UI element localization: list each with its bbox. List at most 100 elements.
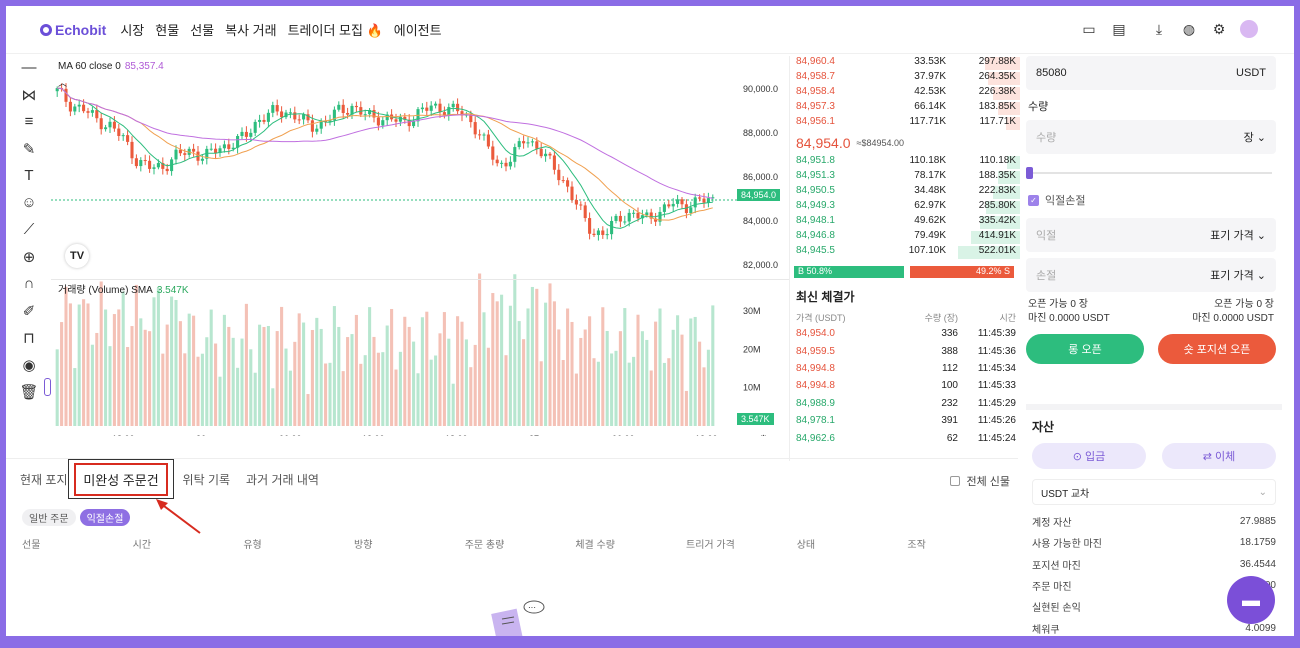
- qty-input[interactable]: 수량 장 ⌄: [1026, 120, 1276, 154]
- trash-icon[interactable]: 🗑: [19, 383, 39, 401]
- volume-bar: [231, 337, 235, 426]
- volume-indicator-label[interactable]: 거래량 (Volume) SMA 3.547K: [58, 281, 189, 296]
- bid-row[interactable]: 84,949.3 62.97K 285.80K: [794, 200, 1020, 215]
- line-tool-icon[interactable]: ―: [21, 59, 37, 76]
- chat-support-button[interactable]: ▬: [1227, 576, 1275, 624]
- zoom-in-icon[interactable]: ⊕: [22, 248, 36, 266]
- volume-tick-label: 30M: [743, 306, 761, 316]
- bid-row[interactable]: 84,948.1 49.62K 335.42K: [794, 215, 1020, 230]
- magnet-icon[interactable]: ∩: [23, 275, 35, 292]
- tp-placeholder: 익절: [1036, 230, 1057, 242]
- depth-bar: [985, 57, 1020, 70]
- candle-body: [513, 147, 517, 162]
- candle-body: [82, 104, 86, 112]
- col-contract: 선물: [22, 540, 41, 551]
- chart-canvas[interactable]: 90,000.0 88,000.0 86,000.0 84,000.0 82,000.0…: [51, 56, 789, 445]
- menu-item-agent[interactable]: 에이전트: [393, 23, 442, 38]
- pane-divider[interactable]: [51, 279, 789, 280]
- text-tool-icon[interactable]: T: [24, 167, 34, 184]
- menu-item-copy-trading[interactable]: 복사 거래: [225, 23, 277, 38]
- bid-total: 188.35K: [978, 170, 1016, 181]
- download-icon[interactable]: ⤓: [1155, 20, 1163, 37]
- bid-row[interactable]: 84,946.8 79.49K 414.91K: [794, 230, 1020, 245]
- candle-body: [535, 141, 539, 149]
- ask-price: 84,956.1: [796, 116, 835, 127]
- bid-total: 522.01K: [978, 245, 1016, 256]
- ask-row[interactable]: 84,958.7 37.97K 264.35K: [794, 71, 1020, 86]
- candle-body: [579, 204, 583, 206]
- tpsl-checkbox[interactable]: ✓ 익절손절: [1028, 192, 1274, 208]
- chart-scroll-handle[interactable]: [44, 378, 51, 396]
- tradingview-logo[interactable]: TV: [65, 244, 89, 268]
- tab-order-history[interactable]: 위탁 기록: [182, 472, 231, 487]
- menu-item-spot[interactable]: 현물: [155, 23, 180, 38]
- gear-icon[interactable]: ⚙: [1212, 20, 1226, 37]
- tab-positions[interactable]: 현재 포지션: [20, 472, 79, 487]
- avatar[interactable]: [1240, 20, 1258, 38]
- orders-tabs: 현재 포지션 위탁 기록 과거 거래 내역: [6, 459, 1018, 499]
- menu-item-trader-recruit[interactable]: 트레이더 모집 🔥: [287, 23, 383, 38]
- deposit-button[interactable]: ⊙ 입금: [1032, 443, 1146, 469]
- volume-bar: [328, 362, 332, 426]
- lock-icon[interactable]: ⊓: [23, 329, 35, 347]
- show-all-checkbox[interactable]: [950, 476, 961, 486]
- bid-row[interactable]: 84,951.3 78.17K 188.35K: [794, 170, 1020, 185]
- margin-currency-select[interactable]: USDT 교차 ⌄: [1032, 479, 1276, 505]
- tab-open-orders[interactable]: 미완성 주문건: [68, 459, 174, 499]
- price-chart[interactable]: 90,000.0 88,000.0 86,000.0 84,000.0 82,000.0…: [51, 56, 790, 461]
- filter-tpsl-order[interactable]: 익절손절: [79, 509, 131, 526]
- ruler-tool-icon[interactable]: ⟋: [23, 221, 35, 238]
- time-tick-label: 18:00: [445, 434, 468, 436]
- trade-price: 84,994.8: [796, 380, 835, 392]
- col-time: 시간: [132, 540, 152, 551]
- menu-item-futures[interactable]: 선물: [190, 23, 215, 38]
- transfer-button[interactable]: ⇄ 이체: [1162, 443, 1276, 469]
- volume-bar: [588, 316, 592, 426]
- logo[interactable]: Echobit: [40, 22, 106, 38]
- filter-normal-order[interactable]: 일반 주문: [22, 509, 76, 526]
- show-all-toggle[interactable]: 전체 신물: [950, 473, 1010, 489]
- wallet-icon[interactable]: ▭: [1082, 20, 1096, 37]
- collapse-chevron-icon[interactable]: ︿: [58, 78, 68, 88]
- menu-item-market[interactable]: 시장: [120, 23, 145, 38]
- trade-time: 11:45:24: [977, 432, 1016, 444]
- price-input[interactable]: 85080 USDT: [1026, 56, 1276, 90]
- bid-qty: 78.17K: [914, 170, 946, 181]
- volume-bar: [530, 286, 534, 426]
- orders-icon[interactable]: ▤: [1112, 20, 1126, 37]
- stop-loss-input[interactable]: 손절 표기 가격 ⌄: [1026, 258, 1276, 292]
- pattern-tool-icon[interactable]: ⋈: [21, 86, 37, 104]
- volume-bar: [442, 312, 446, 426]
- bid-row[interactable]: 84,945.5 107.10K 522.01K: [794, 245, 1020, 260]
- ma-indicator-label[interactable]: MA 60 close 0 85,357.4 ︿: [58, 61, 164, 89]
- tp-type-select[interactable]: 표기 가격 ⌄: [1210, 227, 1266, 243]
- trade-time: 11:45:34: [977, 362, 1016, 374]
- tab-trade-history[interactable]: 과거 거래 내역: [246, 472, 319, 487]
- fib-tool-icon[interactable]: ≡: [24, 113, 34, 130]
- ask-row[interactable]: 84,958.4 42.53K 226.38K: [794, 86, 1020, 101]
- take-profit-input[interactable]: 익절 표기 가격 ⌄: [1026, 218, 1276, 252]
- ask-row[interactable]: 84,957.3 66.14K 183.85K: [794, 101, 1020, 116]
- emoji-tool-icon[interactable]: ☺: [21, 194, 37, 211]
- volume-bar: [99, 281, 103, 426]
- asset-row: 실현된 손익: [1032, 596, 1276, 617]
- candle-body: [108, 121, 112, 128]
- candle-body: [209, 148, 213, 150]
- qty-slider[interactable]: [1026, 162, 1276, 184]
- volume-bar: [513, 274, 517, 426]
- depth-bar: [980, 216, 1020, 229]
- ask-row[interactable]: 84,960.4 33.53K 297.88K: [794, 56, 1020, 71]
- bid-row[interactable]: 84,950.5 34.48K 222.83K: [794, 185, 1020, 200]
- open-short-button[interactable]: 숏 포지션 오픈: [1158, 334, 1276, 364]
- qty-unit-select[interactable]: 장 ⌄: [1244, 129, 1266, 145]
- eye-icon[interactable]: ◉: [22, 356, 36, 374]
- slider-handle[interactable]: [1026, 167, 1033, 179]
- sl-type-select[interactable]: 표기 가격 ⌄: [1210, 267, 1266, 283]
- brush-tool-icon[interactable]: ✎: [22, 140, 36, 158]
- bid-row[interactable]: 84,951.8 110.18K 110.18K: [794, 155, 1020, 170]
- ask-row[interactable]: 84,956.1 117.71K 117.71K: [794, 116, 1020, 131]
- globe-icon[interactable]: ◍: [1182, 20, 1196, 37]
- lock-drawing-icon[interactable]: ✐: [22, 302, 36, 320]
- candle-body: [126, 135, 130, 142]
- open-long-button[interactable]: 롱 오픈: [1026, 334, 1144, 364]
